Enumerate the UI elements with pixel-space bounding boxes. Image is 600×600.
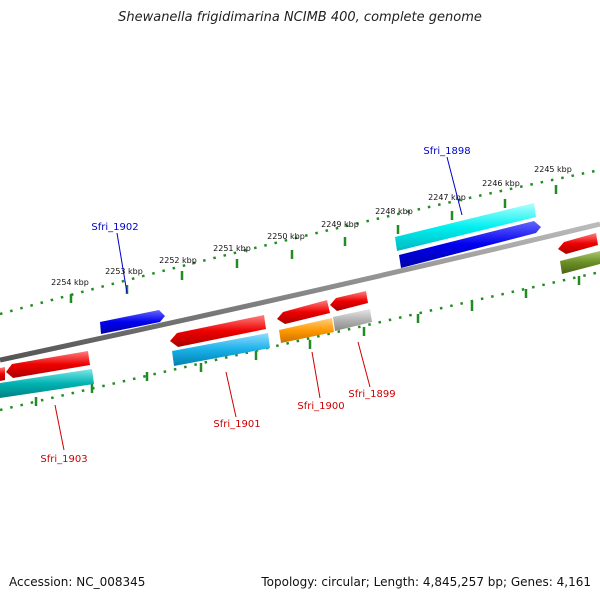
leader-sfri-1903 xyxy=(54,404,65,451)
feature-sfri-1900[interactable] xyxy=(277,300,330,324)
feature-sfri-1898-rna[interactable] xyxy=(395,203,536,251)
leader-sfri-1899 xyxy=(357,341,371,388)
feature-sfri-1899[interactable] xyxy=(330,291,368,311)
gene-label-sfri-1899[interactable]: Sfri_1899 xyxy=(348,389,395,400)
gene-label-sfri-1901[interactable]: Sfri_1901 xyxy=(213,419,260,430)
feature-sfri-1900-orange[interactable] xyxy=(279,318,334,343)
feature-sfri-1898[interactable] xyxy=(399,221,541,268)
genome-backbone xyxy=(0,221,600,363)
gene-label-sfri-1902[interactable]: Sfri_1902 xyxy=(91,222,138,233)
leader-sfri-1901 xyxy=(225,371,237,418)
tick-label-2249: 2249 kbp xyxy=(321,220,359,229)
feature-right-olive[interactable] xyxy=(560,251,600,274)
genome-summary-text: Topology: circular; Length: 4,845,257 bp… xyxy=(261,575,591,589)
feature-sfri-1901-rna[interactable] xyxy=(172,333,270,366)
accession-text: Accession: NC_008345 xyxy=(9,575,146,589)
tick-label-2247: 2247 kbp xyxy=(428,193,466,202)
page-title: Shewanella frigidimarina NCIMB 400, comp… xyxy=(118,10,482,25)
leader-sfri-1898 xyxy=(446,156,463,216)
leader-sfri-1902 xyxy=(116,232,128,294)
feature-sfri-1901[interactable] xyxy=(170,315,266,347)
feature-sfri-1899-gray[interactable] xyxy=(333,309,372,331)
lower-major-ticks xyxy=(34,276,581,406)
tick-label-2251: 2251 kbp xyxy=(213,244,251,253)
feature-sfri-1902[interactable] xyxy=(100,310,165,334)
feature-sfri-1903[interactable] xyxy=(6,351,90,378)
feature-left-red-stub[interactable] xyxy=(0,367,5,381)
tick-label-2248: 2248 kbp xyxy=(375,207,413,216)
lower-ruler-track xyxy=(0,270,600,412)
leader-sfri-1900 xyxy=(311,351,321,399)
tick-label-2245: 2245 kbp xyxy=(534,165,572,174)
gene-label-sfri-1903[interactable]: Sfri_1903 xyxy=(40,454,87,465)
gene-label-sfri-1898[interactable]: Sfri_1898 xyxy=(423,146,470,157)
tick-label-2252: 2252 kbp xyxy=(159,256,197,265)
tick-label-2254: 2254 kbp xyxy=(51,278,89,287)
feature-sfri-1903-rna[interactable] xyxy=(0,369,94,398)
tick-label-2250: 2250 kbp xyxy=(267,232,305,241)
gene-label-sfri-1900[interactable]: Sfri_1900 xyxy=(297,401,344,412)
upper-major-ticks xyxy=(69,185,558,303)
feature-right-red[interactable] xyxy=(558,233,598,254)
tick-label-2253: 2253 kbp xyxy=(105,267,143,276)
tick-label-2246: 2246 kbp xyxy=(482,179,520,188)
